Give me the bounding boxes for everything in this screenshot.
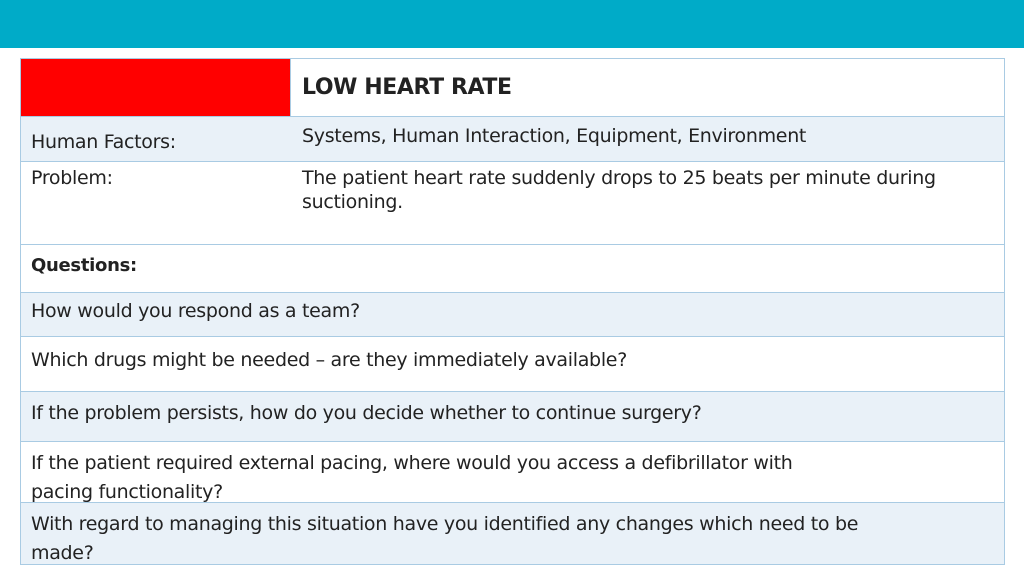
question-row-band xyxy=(21,503,1004,564)
human-factors-row xyxy=(21,117,1004,161)
table-border xyxy=(20,564,1005,565)
page-title: LOW HEART RATE xyxy=(302,75,512,100)
table-border xyxy=(20,116,1005,117)
question-item: If the problem persists, how do you deci… xyxy=(31,402,702,424)
question-item: If the patient required external pacing,… xyxy=(31,452,793,503)
header-bar xyxy=(0,0,1024,48)
table-border xyxy=(20,161,1005,162)
table-border xyxy=(1004,244,1005,565)
table-border xyxy=(20,441,1005,442)
table-border xyxy=(20,391,1005,392)
problem-label: Problem: xyxy=(31,167,113,189)
questions-header: Questions: xyxy=(31,255,137,276)
table-border xyxy=(1004,58,1005,245)
question-item: With regard to managing this situation h… xyxy=(31,513,859,564)
table-border xyxy=(20,58,21,245)
question-item: Which drugs might be needed – are they i… xyxy=(31,349,627,371)
table-border xyxy=(20,336,1005,337)
question-row-band xyxy=(21,293,1004,336)
human-factors-label: Human Factors: xyxy=(31,131,176,153)
question-row-band xyxy=(21,392,1004,441)
table-border xyxy=(20,58,1005,59)
problem-value: The patient heart rate suddenly drops to… xyxy=(302,167,936,213)
question-item: How would you respond as a team? xyxy=(31,300,360,322)
table-border xyxy=(20,244,21,565)
table-border xyxy=(20,502,1005,503)
table-border xyxy=(20,292,1005,293)
title-color-cell xyxy=(21,59,290,116)
table-border xyxy=(290,58,291,116)
table-border xyxy=(20,244,1005,245)
human-factors-value: Systems, Human Interaction, Equipment, E… xyxy=(302,125,807,147)
